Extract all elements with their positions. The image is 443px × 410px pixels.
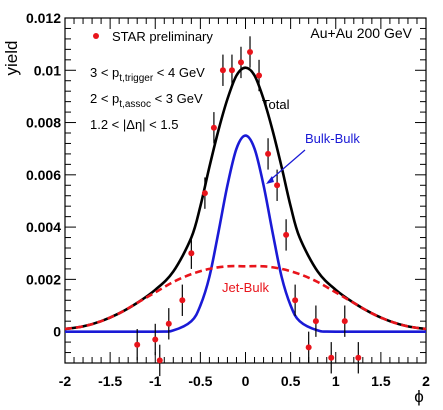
y-tick-label: 0.012	[26, 10, 61, 26]
data-point	[247, 48, 254, 55]
jet-bulk-curve	[64, 264, 427, 331]
cut-trigger: 3 < pt,trigger < 4 GeV	[90, 65, 205, 84]
bulk-bulk-label-arrow	[267, 149, 306, 183]
y-tick-label: 0.004	[26, 219, 61, 235]
legend-marker	[93, 33, 99, 39]
data-point	[292, 297, 299, 304]
data-point	[228, 67, 235, 74]
x-tick-label: 1	[332, 373, 340, 389]
y-axis-title: yield	[2, 41, 21, 76]
system-label: Au+Au 200 GeV	[310, 25, 412, 41]
legend-label: STAR preliminary	[112, 29, 213, 44]
cut-assoc-tail: < 3 GeV	[151, 91, 203, 106]
x-tick-label: -1.5	[98, 373, 122, 389]
bulk-bulk-curve-label: Bulk-Bulk	[305, 131, 360, 146]
data-point	[256, 72, 263, 79]
data-point	[328, 354, 335, 361]
data-point	[201, 190, 208, 197]
data-point	[188, 250, 195, 257]
data-point	[283, 231, 290, 238]
data-point	[179, 297, 186, 304]
y-tick-label: 0.01	[34, 62, 61, 78]
data-point	[341, 318, 348, 325]
cut-eta: 1.2 < |Δη| < 1.5	[90, 117, 178, 132]
cut-assoc-main: 2 < p	[90, 91, 119, 106]
x-tick-label: -1	[149, 373, 162, 389]
cut-trigger-sub: t,trigger	[119, 73, 154, 84]
data-point	[265, 150, 272, 157]
cut-trigger-main: 3 < p	[90, 65, 119, 80]
total-curve-label: Total	[262, 97, 290, 112]
x-tick-label: 0.5	[281, 373, 301, 389]
bulk-bulk-arrowhead	[266, 176, 274, 184]
curves	[64, 66, 427, 334]
bulk-bulk-curve	[64, 134, 427, 334]
y-tick-label: 0.002	[26, 271, 61, 287]
cut-trigger-tail: < 4 GeV	[153, 65, 205, 80]
data-point	[219, 67, 226, 74]
data-point	[210, 124, 217, 131]
data-point	[237, 59, 244, 66]
cut-assoc-sub: t,assoc	[119, 99, 151, 110]
data-point	[165, 320, 172, 327]
x-tick-labels: -2 -1.5 -1 -0.5 0 0.5 1 1.5 2	[59, 373, 430, 389]
x-tick-label: 0	[242, 373, 250, 389]
x-tick-label: 2	[422, 373, 430, 389]
data-point	[134, 341, 141, 348]
y-tick-label: 0.008	[26, 115, 61, 131]
x-tick-label: -0.5	[188, 373, 212, 389]
data-point	[312, 318, 319, 325]
data-points	[134, 36, 362, 377]
x-axis-title: ϕ	[414, 387, 424, 406]
y-tick-label: 0	[53, 324, 61, 340]
data-point	[305, 344, 312, 351]
x-tick-label: 1.5	[371, 373, 391, 389]
data-point	[152, 336, 159, 343]
axis-ticks	[64, 17, 427, 364]
data-point	[156, 357, 163, 364]
y-tick-label: 0.006	[26, 167, 61, 183]
data-point	[355, 354, 362, 361]
x-tick-label: -2	[59, 373, 72, 389]
data-point	[274, 182, 281, 189]
jet-bulk-curve-label: Jet-Bulk	[222, 280, 269, 295]
cut-assoc: 2 < pt,assoc < 3 GeV	[90, 91, 203, 110]
y-tick-labels: 0 0.002 0.004 0.006 0.008 0.01 0.012	[26, 10, 61, 340]
